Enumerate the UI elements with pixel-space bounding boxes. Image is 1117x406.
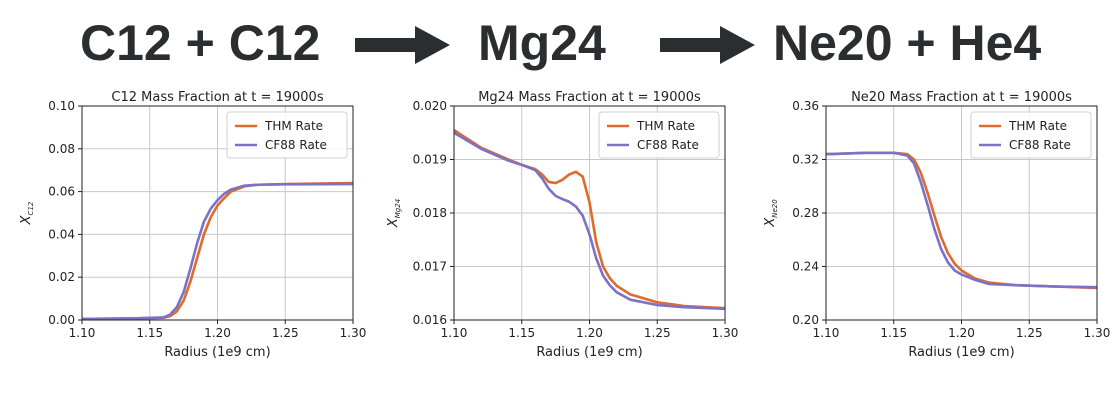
- x-tick-label: 1.30: [340, 326, 367, 340]
- series-line-cf88-rate: [453, 131, 726, 311]
- legend-label: THM Rate: [636, 119, 695, 133]
- y-tick-label: 0.018: [413, 206, 447, 220]
- legend-label: CF88 Rate: [637, 138, 699, 152]
- series-line-cf88-rate: [81, 182, 354, 321]
- c12-mass-fraction-chart: C12 Mass Fraction at t = 19000s 1.10 1.15 1…: [19, 90, 367, 360]
- x-tick-label: 1.10: [813, 326, 840, 340]
- x-axis-label: Radius (1e9 cm): [908, 345, 1014, 360]
- y-tick-label: 0.019: [413, 153, 447, 167]
- y-axis-label: XNe20: [763, 199, 779, 228]
- x-tick-label: 1.25: [1016, 326, 1043, 340]
- legend-label: CF88 Rate: [265, 138, 327, 152]
- legend: THM Rate CF88 Rate: [598, 111, 720, 159]
- y-tick-label: 0.36: [792, 99, 819, 113]
- y-tick-label: 0.06: [48, 185, 75, 199]
- x-axis-label: Radius (1e9 cm): [164, 345, 270, 360]
- legend: THM Rate CF88 Rate: [226, 111, 348, 159]
- y-tick-label: 0.020: [413, 99, 447, 113]
- product-label: Ne20 + He4: [773, 15, 1042, 71]
- y-tick-label: 0.016: [413, 313, 447, 327]
- x-tick-label: 1.15: [136, 326, 163, 340]
- y-tick-label: 0.04: [48, 227, 75, 241]
- legend-label: THM Rate: [1008, 119, 1067, 133]
- right-arrow-icon: [355, 26, 450, 64]
- y-tick-label: 0.20: [792, 313, 819, 327]
- x-tick-label: 1.20: [948, 326, 975, 340]
- x-tick-label: 1.15: [880, 326, 907, 340]
- x-tick-label: 1.20: [204, 326, 231, 340]
- y-tick-label: 0.32: [792, 153, 819, 167]
- y-tick-label: 0.00: [48, 313, 75, 327]
- y-axis-label: XMg24: [386, 199, 402, 228]
- ne20-mass-fraction-chart: Ne20 Mass Fraction at t = 19000s 1.10 1.15…: [763, 90, 1111, 360]
- x-tick-label: 1.30: [1084, 326, 1111, 340]
- series-line-cf88-rate: [825, 151, 1098, 289]
- y-tick-label: 0.02: [48, 270, 75, 284]
- x-tick-label: 1.20: [576, 326, 603, 340]
- reaction-headline: C12 + C12 Mg24 Ne20 + He4: [0, 0, 1117, 90]
- legend-box: [226, 111, 348, 159]
- legend-box: [598, 111, 720, 159]
- x-tick-label: 1.25: [644, 326, 671, 340]
- chart-title: Ne20 Mass Fraction at t = 19000s: [851, 90, 1072, 105]
- chart-title: C12 Mass Fraction at t = 19000s: [111, 90, 323, 105]
- y-tick-label: 0.017: [413, 260, 447, 274]
- y-tick-label: 0.10: [48, 99, 75, 113]
- legend-label: THM Rate: [264, 119, 323, 133]
- x-tick-label: 1.30: [712, 326, 739, 340]
- x-tick-label: 1.25: [272, 326, 299, 340]
- mg24-mass-fraction-chart: Mg24 Mass Fraction at t = 19000s 1.10 1.15…: [386, 90, 739, 360]
- y-tick-label: 0.24: [792, 260, 819, 274]
- chart-title: Mg24 Mass Fraction at t = 19000s: [478, 90, 701, 105]
- y-axis-label: XC12: [19, 201, 35, 225]
- x-tick-label: 1.10: [441, 326, 468, 340]
- legend: THM Rate CF88 Rate: [970, 111, 1092, 159]
- legend-box: [970, 111, 1092, 159]
- legend-label: CF88 Rate: [1009, 138, 1071, 152]
- y-tick-label: 0.08: [48, 142, 75, 156]
- y-tick-label: 0.28: [792, 206, 819, 220]
- reactant-label: C12 + C12: [80, 15, 321, 71]
- x-tick-label: 1.15: [508, 326, 535, 340]
- x-tick-label: 1.10: [69, 326, 96, 340]
- right-arrow-icon: [660, 26, 755, 64]
- intermediate-label: Mg24: [478, 15, 606, 71]
- x-axis-label: Radius (1e9 cm): [536, 345, 642, 360]
